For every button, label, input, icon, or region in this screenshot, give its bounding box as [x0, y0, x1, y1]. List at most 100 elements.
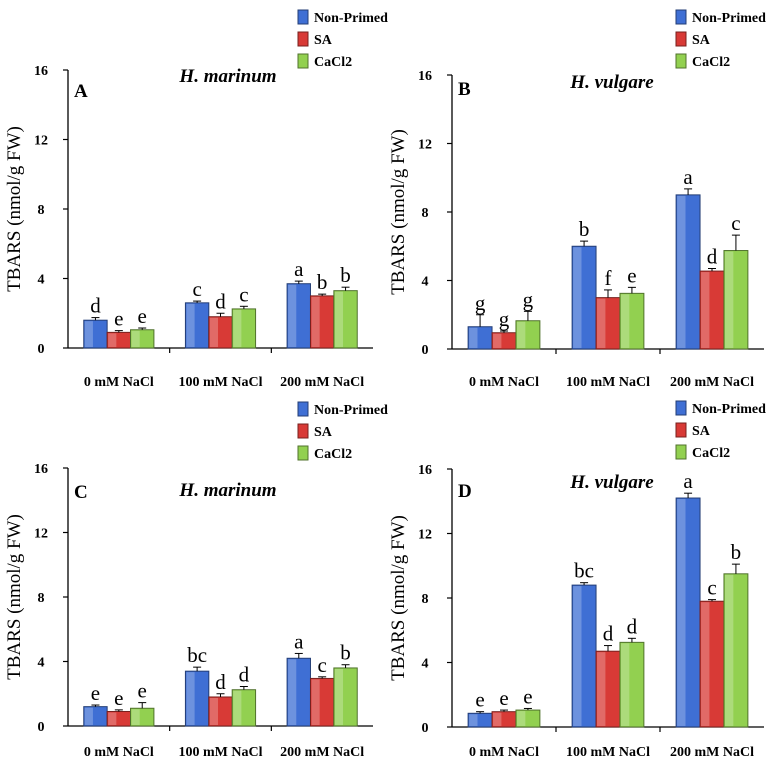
- legend-swatch: [297, 31, 309, 47]
- legend-swatch: [297, 53, 309, 69]
- y-tick-label: 0: [38, 342, 45, 357]
- y-tick-label: 4: [422, 275, 429, 290]
- y-tick-label: 0: [38, 720, 45, 735]
- bar-highlight: [469, 327, 478, 348]
- legend-label: Non-Primed: [314, 403, 388, 418]
- y-tick-label: 0: [422, 721, 429, 736]
- legend: Non-Primed SA CaCl2: [297, 401, 388, 462]
- x-tick-label: 200 mM NaCl: [280, 375, 364, 390]
- significance-letter: a: [683, 165, 693, 189]
- y-tick-label: 4: [38, 656, 45, 671]
- bar-highlight: [186, 303, 195, 347]
- significance-letter: g: [475, 291, 486, 315]
- bar-highlight: [108, 333, 117, 347]
- x-tick-label: 100 mM NaCl: [179, 745, 263, 760]
- legend: Non-Primed SA CaCl2: [675, 400, 766, 461]
- species-title: H. vulgare: [569, 72, 654, 93]
- significance-letter: d: [707, 245, 718, 269]
- bar-highlight: [724, 251, 734, 348]
- significance-letter: e: [138, 304, 147, 328]
- significance-letter: e: [91, 681, 100, 705]
- chart-panel-d: 0 4 8 12 16 TBARS (nmol/g FW) 0 mM NaCl 100 mM …: [388, 400, 766, 760]
- significance-letter: b: [340, 641, 351, 665]
- significance-letter: c: [731, 211, 740, 235]
- bar-highlight: [573, 586, 582, 726]
- significance-letter: d: [627, 614, 638, 638]
- significance-letter: c: [239, 282, 248, 306]
- significance-letter: a: [294, 629, 304, 653]
- significance-letter: bc: [187, 643, 207, 667]
- bar-highlight: [131, 709, 140, 725]
- legend-label: CaCl2: [692, 55, 730, 70]
- bar-highlight: [311, 296, 320, 347]
- x-tick-label: 100 mM NaCl: [566, 745, 650, 760]
- significance-letter: g: [499, 307, 510, 331]
- bar-highlight: [84, 321, 93, 347]
- x-tick-label: 100 mM NaCl: [179, 375, 263, 390]
- significance-letter: b: [731, 540, 742, 564]
- y-tick-label: 12: [34, 527, 48, 542]
- y-axis-title: TBARS (nmol/g FW): [388, 129, 409, 295]
- legend-swatch: [675, 400, 687, 416]
- legend-label: Non-Primed: [692, 11, 766, 26]
- bar-highlight: [620, 643, 630, 726]
- bar-highlight: [334, 291, 344, 347]
- y-tick-label: 8: [38, 203, 45, 218]
- legend-label: SA: [692, 424, 711, 439]
- bar-highlight: [469, 714, 478, 726]
- significance-letter: a: [683, 469, 693, 493]
- y-tick-label: 16: [418, 69, 432, 84]
- bar-highlight: [84, 707, 93, 725]
- panel-label: A: [74, 81, 88, 102]
- x-tick-label: 200 mM NaCl: [280, 745, 364, 760]
- y-tick-label: 0: [422, 343, 429, 358]
- significance-letter: c: [707, 576, 716, 600]
- species-title: H. vulgare: [569, 472, 654, 493]
- legend: Non-Primed SA CaCl2: [297, 9, 388, 70]
- legend-swatch: [297, 401, 309, 417]
- bar-highlight: [186, 672, 195, 725]
- species-title: H. marinum: [178, 66, 276, 87]
- y-tick-label: 4: [422, 657, 429, 672]
- legend-swatch: [675, 53, 687, 69]
- bar-highlight: [677, 499, 686, 726]
- y-tick-label: 16: [34, 64, 48, 79]
- significance-letter: b: [317, 270, 328, 294]
- legend-label: CaCl2: [314, 447, 352, 462]
- bar-highlight: [701, 272, 710, 348]
- x-tick-label: 200 mM NaCl: [670, 745, 754, 760]
- significance-letter: bc: [574, 559, 594, 583]
- panel-label: C: [74, 482, 88, 503]
- bar-highlight: [493, 333, 502, 348]
- y-tick-label: 12: [34, 134, 48, 149]
- legend-swatch: [675, 31, 687, 47]
- chart-panel-b: 0 4 8 12 16 TBARS (nmol/g FW) 0 mM NaCl 100 mM …: [388, 9, 766, 390]
- bar-highlight: [701, 602, 710, 726]
- x-tick-label: 0 mM NaCl: [84, 745, 154, 760]
- bar-highlight: [131, 330, 140, 347]
- legend-label: CaCl2: [314, 55, 352, 70]
- chart-panel-a: 0 4 8 12 16 TBARS (nmol/g FW) 0 mM NaCl 100 mM …: [4, 9, 388, 390]
- bar-highlight: [493, 712, 502, 726]
- legend-swatch: [675, 9, 687, 25]
- y-tick-label: 8: [422, 592, 429, 607]
- significance-letter: e: [114, 307, 123, 331]
- legend-swatch: [297, 445, 309, 461]
- significance-letter: e: [627, 263, 636, 287]
- panel-label: D: [458, 481, 472, 502]
- significance-letter: g: [523, 287, 534, 311]
- chart-panel-c: 0 4 8 12 16 TBARS (nmol/g FW) 0 mM NaCl 100 mM …: [4, 401, 388, 760]
- legend-label: CaCl2: [692, 446, 730, 461]
- legend-swatch: [297, 9, 309, 25]
- significance-letter: c: [318, 653, 327, 677]
- bar-highlight: [108, 712, 117, 725]
- legend-label: SA: [314, 33, 333, 48]
- significance-letter: c: [192, 277, 201, 301]
- bar-highlight: [620, 294, 630, 348]
- significance-letter: b: [579, 217, 590, 241]
- y-tick-label: 16: [34, 462, 48, 477]
- bar-highlight: [677, 195, 686, 348]
- species-title: H. marinum: [178, 480, 276, 501]
- significance-letter: a: [294, 257, 304, 281]
- y-tick-label: 12: [418, 138, 432, 153]
